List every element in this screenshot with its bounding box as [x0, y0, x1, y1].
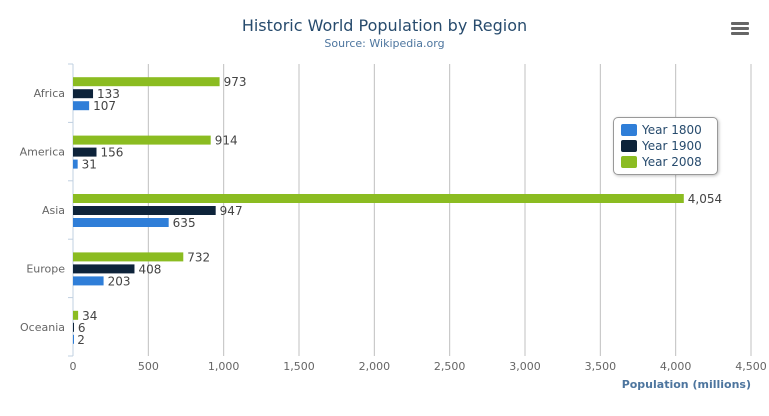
legend: Year 1800 Year 1900 Year 2008: [613, 117, 718, 175]
bar-year-1900: [73, 322, 74, 332]
data-label: 31: [82, 158, 97, 172]
bar-year-1800: [73, 159, 78, 169]
data-label: 914: [215, 134, 238, 148]
legend-swatch: [621, 140, 637, 152]
bar-year-1900: [73, 89, 94, 99]
x-tick-label: 4,500: [735, 360, 767, 373]
x-tick-label: 3,000: [509, 360, 541, 373]
legend-label: Year 1900: [642, 139, 702, 153]
bar-year-1800: [73, 218, 169, 227]
hamburger-menu-icon[interactable]: [731, 22, 749, 38]
category-label: Europe: [26, 262, 65, 275]
data-label: 203: [108, 274, 131, 288]
legend-swatch: [621, 124, 637, 136]
bar-year-2008: [73, 135, 211, 145]
data-label: 635: [173, 216, 196, 230]
legend-item-1800[interactable]: Year 1800: [621, 122, 717, 138]
bar-year-1900: [73, 206, 216, 215]
data-label: 107: [93, 99, 116, 113]
category-label: Africa: [34, 87, 65, 100]
bar-year-2008: [73, 252, 184, 262]
data-label: 732: [187, 250, 210, 264]
bar-year-2008: [73, 77, 220, 87]
x-tick-label: 1,000: [208, 360, 240, 373]
category-label: Oceania: [20, 321, 65, 334]
x-tick-label: 0: [70, 360, 77, 373]
legend-label: Year 1800: [642, 123, 702, 137]
bar-year-1900: [73, 264, 135, 274]
data-label: 973: [224, 75, 247, 89]
bar-year-2008: [73, 194, 684, 203]
x-tick-label: 2,500: [434, 360, 466, 373]
data-label: 133: [97, 87, 120, 101]
legend-swatch: [621, 156, 637, 168]
bar-year-2008: [73, 310, 79, 320]
category-label: America: [20, 146, 65, 159]
category-label: Asia: [42, 204, 65, 217]
chart-title: Historic World Population by Region: [241, 16, 528, 35]
data-label: 6: [78, 321, 86, 335]
x-tick-label: 2,000: [359, 360, 391, 373]
x-tick-label: 4,000: [660, 360, 692, 373]
bar-year-1800: [73, 276, 104, 286]
data-label: 4,054: [688, 192, 722, 206]
data-label: 947: [220, 204, 243, 218]
x-tick-label: 500: [138, 360, 159, 373]
legend-item-2008[interactable]: Year 2008: [621, 154, 717, 170]
chart-subtitle: Source: Wikipedia.org: [324, 37, 445, 50]
bar-year-1900: [73, 147, 97, 157]
bar-year-1800: [73, 101, 90, 111]
legend-label: Year 2008: [642, 155, 702, 169]
x-tick-label: 3,500: [585, 360, 617, 373]
value-axis-title: Population (millions): [622, 378, 751, 391]
bar-year-1800: [73, 334, 74, 344]
data-label: 2: [77, 333, 85, 347]
data-label: 408: [138, 262, 161, 276]
x-tick-label: 1,500: [283, 360, 315, 373]
data-label: 34: [82, 309, 97, 323]
legend-item-1900[interactable]: Year 1900: [621, 138, 717, 154]
data-label: 156: [101, 146, 124, 160]
